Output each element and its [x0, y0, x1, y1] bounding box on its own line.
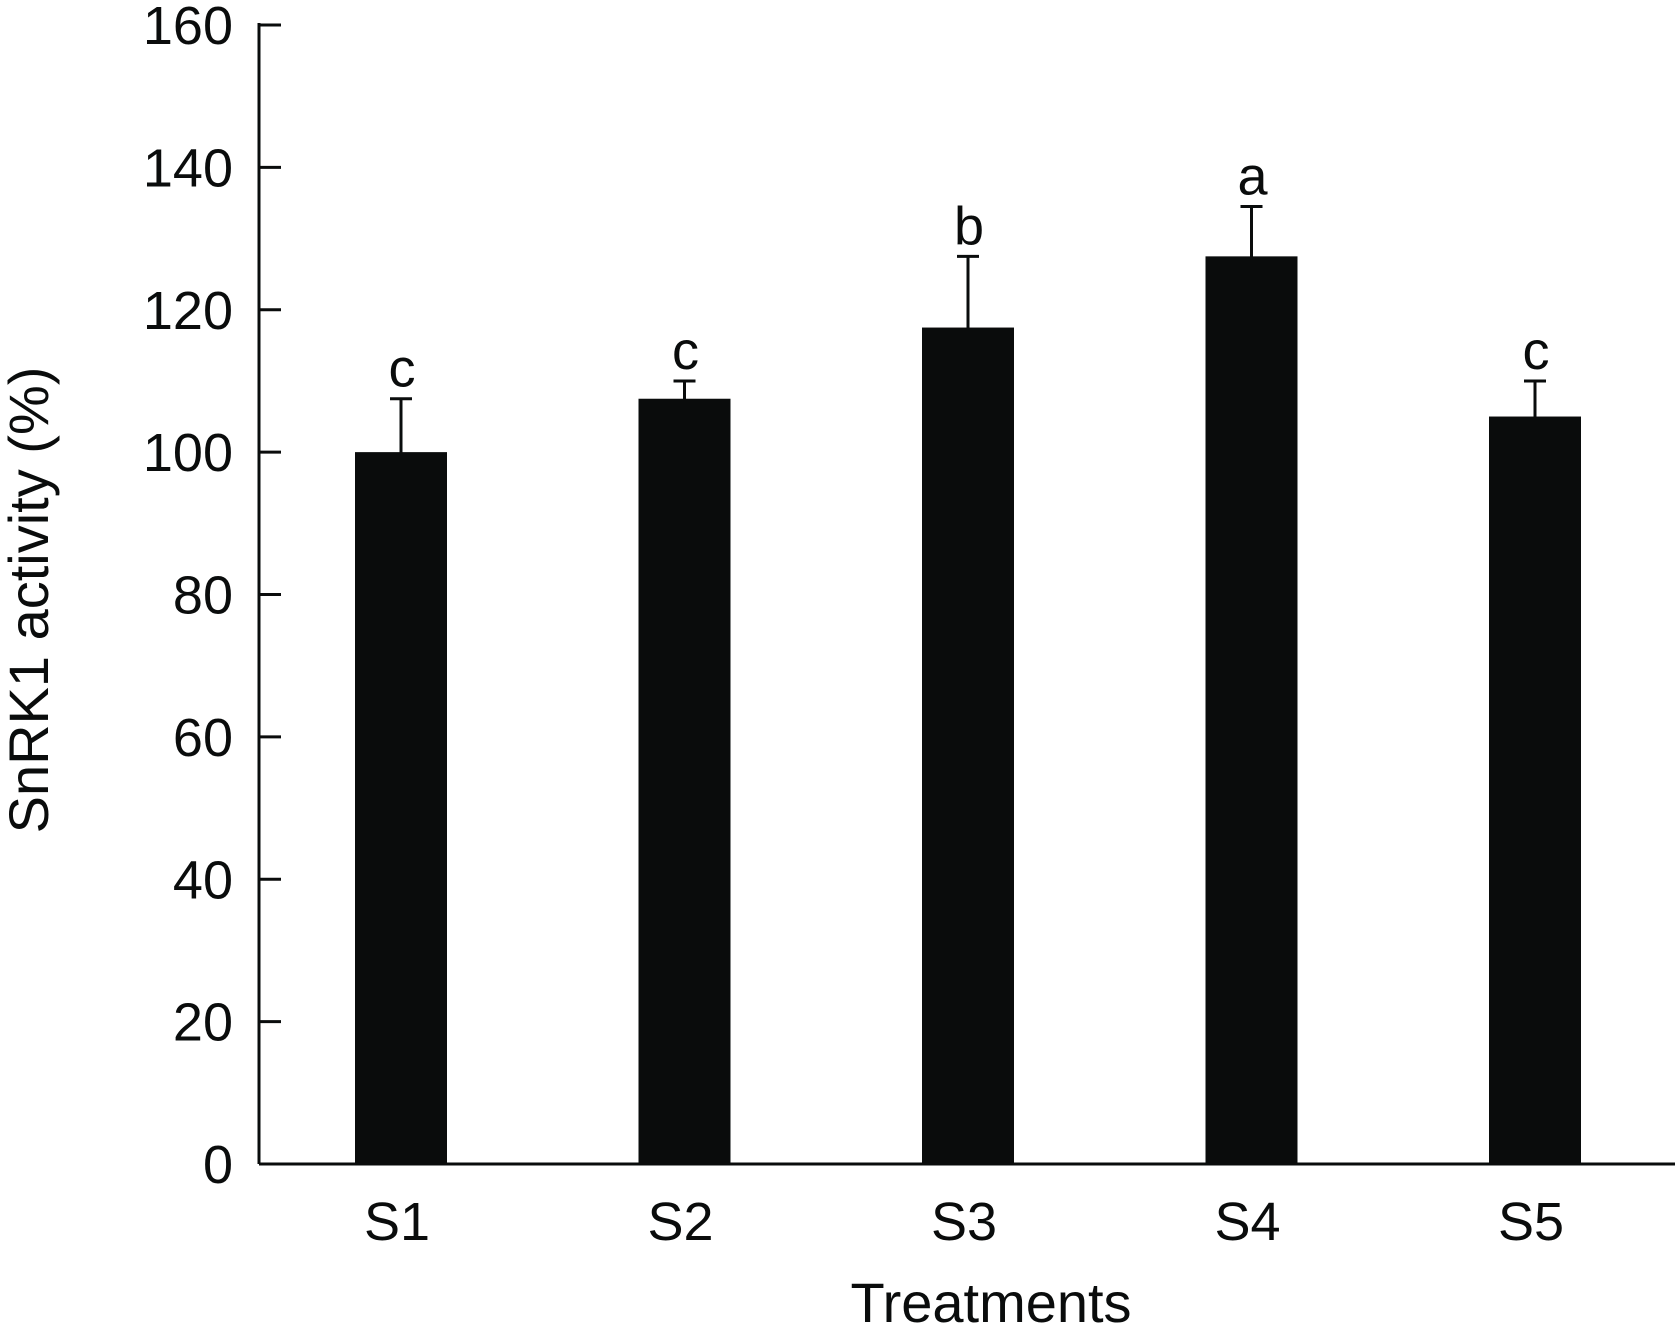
- x-tick-label: S3: [931, 1192, 997, 1252]
- bars: [355, 256, 1581, 1164]
- significance-label: c: [672, 321, 699, 381]
- bar: [1489, 416, 1581, 1164]
- error-bars: [390, 205, 1546, 508]
- y-axis-title: SnRK1 activity (%): [0, 367, 60, 834]
- y-tick-label: 20: [173, 993, 233, 1053]
- y-tick-label: 60: [173, 708, 233, 768]
- significance-label: c: [1523, 321, 1550, 381]
- x-tick-label: S1: [364, 1192, 430, 1252]
- x-axis-title: Treatments: [850, 1271, 1131, 1331]
- significance-labels: c c b a c: [389, 147, 1550, 399]
- y-tick-label: 40: [173, 850, 233, 910]
- significance-label: c: [389, 339, 416, 399]
- x-tick-label: S4: [1214, 1192, 1280, 1252]
- y-tick-label: 0: [203, 1135, 233, 1195]
- bar: [922, 327, 1014, 1164]
- bar: [355, 452, 447, 1164]
- y-tick-label: 100: [143, 423, 233, 483]
- x-tick-label: S5: [1498, 1192, 1564, 1252]
- x-tick-label: S2: [647, 1192, 713, 1252]
- bar: [1205, 256, 1298, 1164]
- y-tick-label: 120: [143, 281, 233, 341]
- significance-label: a: [1237, 147, 1268, 207]
- y-axis: 0 20 40 60 80 100 120 140 160: [143, 0, 281, 1195]
- bar: [638, 398, 731, 1164]
- y-tick-label: 80: [173, 566, 233, 626]
- y-tick-label: 160: [143, 0, 233, 56]
- y-tick-label: 140: [143, 138, 233, 198]
- x-axis: S1 S2 S3 S4 S5: [259, 1162, 1675, 1252]
- significance-label: b: [954, 196, 984, 256]
